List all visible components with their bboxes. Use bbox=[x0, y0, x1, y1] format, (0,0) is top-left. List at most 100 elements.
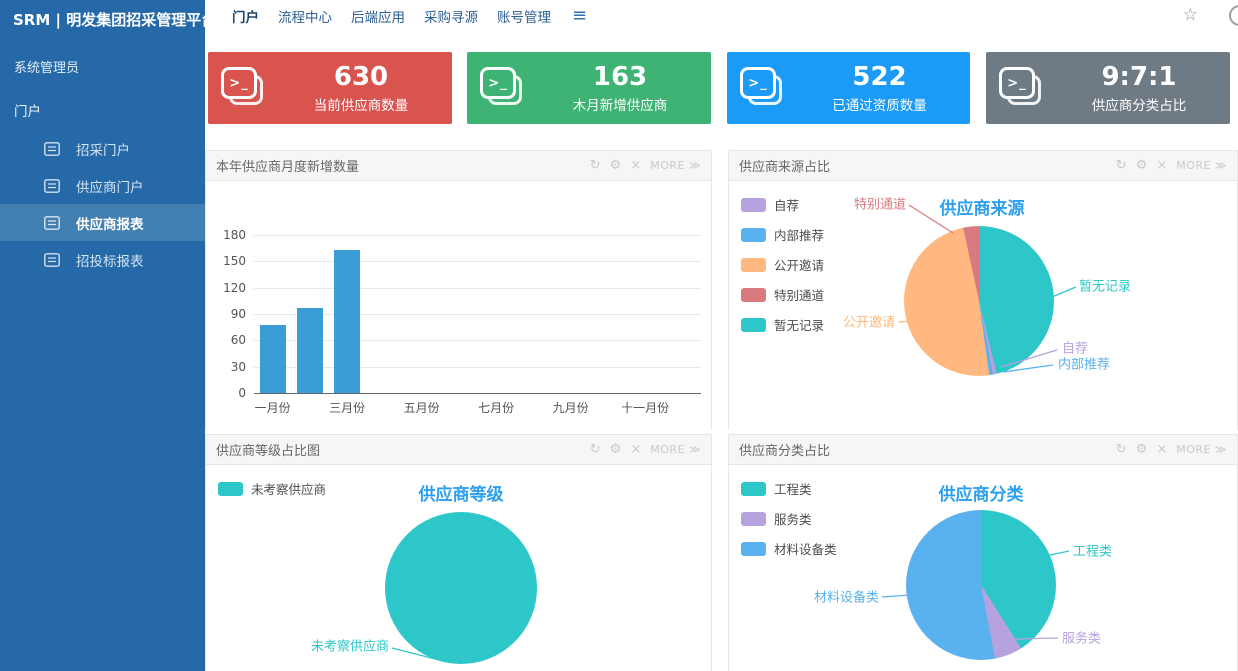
sidebar-item-supplier-reports[interactable]: 供应商报表 bbox=[0, 204, 205, 241]
legend-swatch bbox=[741, 227, 766, 242]
sidebar-item-bidding-reports[interactable]: 招投标报表 bbox=[0, 241, 205, 278]
close-icon[interactable]: × bbox=[630, 158, 642, 173]
pie-label-公开邀请: 公开邀请 bbox=[842, 315, 895, 331]
legend-item-内部推荐[interactable]: 内部推荐 bbox=[741, 225, 824, 244]
terminal-icon: >_ bbox=[986, 67, 1058, 109]
legend-item-特别通道[interactable]: 特别通道 bbox=[741, 285, 824, 304]
nav-item-portal[interactable]: 门户 bbox=[232, 10, 259, 26]
gridline bbox=[254, 235, 701, 236]
sidebar-section-portal[interactable]: 门户 bbox=[14, 104, 41, 120]
panel-header: 供应商来源占比 ↻ ⚙ × MORE ≫ bbox=[729, 151, 1237, 181]
close-icon[interactable]: × bbox=[1156, 158, 1168, 173]
pie-label-工程类: 工程类 bbox=[1073, 544, 1113, 560]
sidebar-item-label: 招采门户 bbox=[76, 142, 130, 159]
refresh-icon[interactable]: ↻ bbox=[589, 442, 601, 457]
list-icon bbox=[44, 215, 60, 230]
legend-swatch bbox=[218, 481, 243, 496]
pie-circle[interactable] bbox=[906, 510, 1056, 660]
legend-swatch bbox=[741, 511, 766, 526]
settings-gear-icon[interactable]: ⚙ bbox=[1135, 442, 1148, 457]
stat-card-category-ratio[interactable]: >_ 9:7:1 供应商分类占比 bbox=[986, 52, 1230, 124]
star-favorite-icon[interactable]: ☆ bbox=[1182, 5, 1198, 25]
pie-label-自荐: 自荐 bbox=[1062, 341, 1089, 357]
nav-item-account-mgmt[interactable]: 账号管理 bbox=[497, 10, 551, 26]
pie-label-材料设备类: 材料设备类 bbox=[813, 590, 879, 606]
chart-legend: 工程类服务类材料设备类 bbox=[741, 479, 837, 569]
nav-item-sourcing[interactable]: 采购寻源 bbox=[424, 10, 478, 26]
list-icon bbox=[44, 178, 60, 193]
stat-card-new-suppliers-month[interactable]: >_ 163 木月新增供应商 bbox=[467, 52, 711, 124]
x-axis-tick-label: 一月份 bbox=[254, 401, 291, 415]
legend-item-暂无记录[interactable]: 暂无记录 bbox=[741, 315, 824, 334]
stat-card-qualified-count[interactable]: >_ 522 已通过资质数量 bbox=[727, 52, 970, 124]
pie-label-特别通道: 特别通道 bbox=[853, 197, 906, 213]
supplier-category-pie-chart[interactable]: 工程类 服务类 材料设备类 供应商分类 工程类 服务类 材料设备类 bbox=[729, 465, 1237, 671]
gridline bbox=[254, 340, 701, 342]
hamburger-menu-icon[interactable]: ≡ bbox=[572, 5, 588, 26]
more-link[interactable]: MORE ≫ bbox=[1176, 159, 1227, 172]
panel-tools: ↻ ⚙ × MORE ≫ bbox=[581, 159, 701, 172]
bar-二月份[interactable] bbox=[296, 307, 323, 393]
stat-value: 9:7:1 bbox=[1101, 62, 1177, 92]
sidebar-item-label: 招投标报表 bbox=[76, 253, 144, 270]
legend-swatch bbox=[741, 197, 766, 212]
supplier-source-pie-chart[interactable]: 自荐 内部推荐 公开邀请 特别通道 暂无记录 供应商来源 暂无记录 自荐 内部推荐 公开邀请 特别通… bbox=[729, 181, 1237, 431]
gridline bbox=[254, 314, 701, 315]
x-axis-tick-label: 三月份 bbox=[329, 401, 366, 415]
user-avatar-circle[interactable] bbox=[1229, 5, 1238, 26]
settings-gear-icon[interactable]: ⚙ bbox=[1135, 158, 1148, 173]
nav-item-backend-apps[interactable]: 后端应用 bbox=[351, 10, 405, 26]
bar-一月份[interactable] bbox=[259, 324, 286, 393]
brand-title: SRM | 明发集团招采管理平台 bbox=[13, 11, 217, 29]
user-role-label: 系统管理员 bbox=[14, 61, 80, 76]
more-link[interactable]: MORE ≫ bbox=[650, 159, 701, 172]
legend-item-服务类[interactable]: 服务类 bbox=[741, 509, 837, 528]
panel-tools: ↻ ⚙ × MORE ≫ bbox=[581, 443, 701, 456]
legend-item-材料设备类[interactable]: 材料设备类 bbox=[741, 539, 837, 558]
legend-item-公开邀请[interactable]: 公开邀请 bbox=[741, 255, 824, 274]
panel-header: 本年供应商月度新增数量 ↻ ⚙ × MORE ≫ bbox=[206, 151, 711, 181]
legend-item-自荐[interactable]: 自荐 bbox=[741, 195, 824, 214]
settings-gear-icon[interactable]: ⚙ bbox=[609, 158, 622, 173]
panel-header: 供应商等级占比图 ↻ ⚙ × MORE ≫ bbox=[206, 435, 711, 465]
legend-label: 公开邀请 bbox=[774, 258, 825, 273]
panel-supplier-source-ratio: 供应商来源占比 ↻ ⚙ × MORE ≫ 自荐 内部推荐 公开邀请 特别通道 暂无记录供… bbox=[728, 150, 1238, 431]
legend-label: 未考察供应商 bbox=[251, 482, 327, 497]
pie-circle[interactable] bbox=[904, 226, 1054, 376]
nav-item-process-center[interactable]: 流程中心 bbox=[278, 10, 332, 26]
panel-supplier-category-ratio: 供应商分类占比 ↻ ⚙ × MORE ≫ 工程类 服务类 材料设备类 供应商分类 工程类… bbox=[728, 434, 1238, 671]
monthly-bar-chart[interactable]: 0 30 60 90 120 150 180 一月份 三月份 五月份 七月份 九月份 十一月份 bbox=[206, 181, 711, 431]
y-axis-tick-label: 120 bbox=[223, 280, 246, 295]
pie-label-内部推荐: 内部推荐 bbox=[1058, 357, 1111, 373]
supplier-level-pie-chart[interactable]: 未考察供应商 供应商等级 未考察供应商 bbox=[206, 465, 711, 671]
pie-chart-title: 供应商来源 bbox=[939, 199, 1025, 219]
stat-card-current-suppliers[interactable]: >_ 630 当前供应商数量 bbox=[208, 52, 452, 124]
pie-label-未考察供应商: 未考察供应商 bbox=[310, 639, 389, 655]
panel-tools: ↻ ⚙ × MORE ≫ bbox=[1107, 443, 1227, 456]
more-link[interactable]: MORE ≫ bbox=[650, 443, 701, 456]
close-icon[interactable]: × bbox=[630, 442, 642, 457]
refresh-icon[interactable]: ↻ bbox=[1115, 442, 1127, 457]
bar-三月份[interactable] bbox=[334, 249, 361, 393]
legend-swatch bbox=[741, 541, 766, 556]
terminal-icon: >_ bbox=[208, 67, 280, 109]
x-axis-tick-label: 七月份 bbox=[478, 401, 515, 415]
sidebar-item-supplier-portal[interactable]: 供应商门户 bbox=[0, 167, 205, 204]
close-icon[interactable]: × bbox=[1156, 442, 1168, 457]
legend-item-未考察供应商[interactable]: 未考察供应商 bbox=[218, 479, 326, 498]
legend-label: 服务类 bbox=[774, 512, 812, 527]
legend-item-工程类[interactable]: 工程类 bbox=[741, 479, 837, 498]
settings-gear-icon[interactable]: ⚙ bbox=[609, 442, 622, 457]
stat-label: 当前供应商数量 bbox=[313, 98, 409, 114]
legend-swatch bbox=[741, 257, 766, 272]
pie-chart-title: 供应商分类 bbox=[938, 485, 1024, 505]
refresh-icon[interactable]: ↻ bbox=[1115, 158, 1127, 173]
gridline bbox=[254, 261, 701, 263]
stat-label: 已通过资质数量 bbox=[832, 98, 927, 114]
sidebar-item-procurement-portal[interactable]: 招采门户 bbox=[0, 130, 205, 167]
gridline bbox=[254, 366, 701, 368]
pie-circle[interactable] bbox=[385, 512, 537, 664]
more-link[interactable]: MORE ≫ bbox=[1176, 443, 1227, 456]
refresh-icon[interactable]: ↻ bbox=[589, 158, 601, 173]
